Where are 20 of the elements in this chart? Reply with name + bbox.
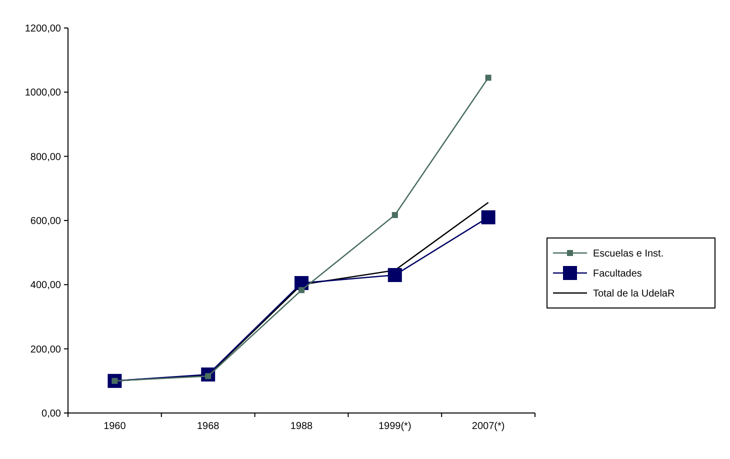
legend-label: Escuelas e Inst.	[593, 248, 664, 260]
y-tick-label: 200,00	[30, 344, 62, 356]
x-tick-label: 1999(*)	[378, 421, 412, 432]
y-tick-label: 400,00	[30, 280, 62, 292]
x-tick-label: 2007(*)	[472, 421, 505, 432]
point	[298, 287, 304, 294]
y-tick-label: 1000,00	[24, 88, 62, 99]
point	[485, 74, 492, 81]
y-tick-label: 600,00	[30, 216, 62, 227]
y-tick-label: 1200,00	[24, 24, 62, 34]
y-tick-label: 800,00	[30, 152, 62, 163]
x-tick-label: 1960	[104, 421, 126, 432]
x-tick-label: 1968	[196, 421, 220, 432]
point	[388, 268, 402, 282]
legend-label: Facultades	[593, 268, 642, 280]
point	[481, 210, 496, 224]
point	[392, 212, 398, 218]
y-tick-label: 0,00	[42, 408, 62, 420]
x-tick-label: 1988	[290, 421, 314, 432]
legend-label: Total de la UdelaR	[593, 288, 675, 300]
